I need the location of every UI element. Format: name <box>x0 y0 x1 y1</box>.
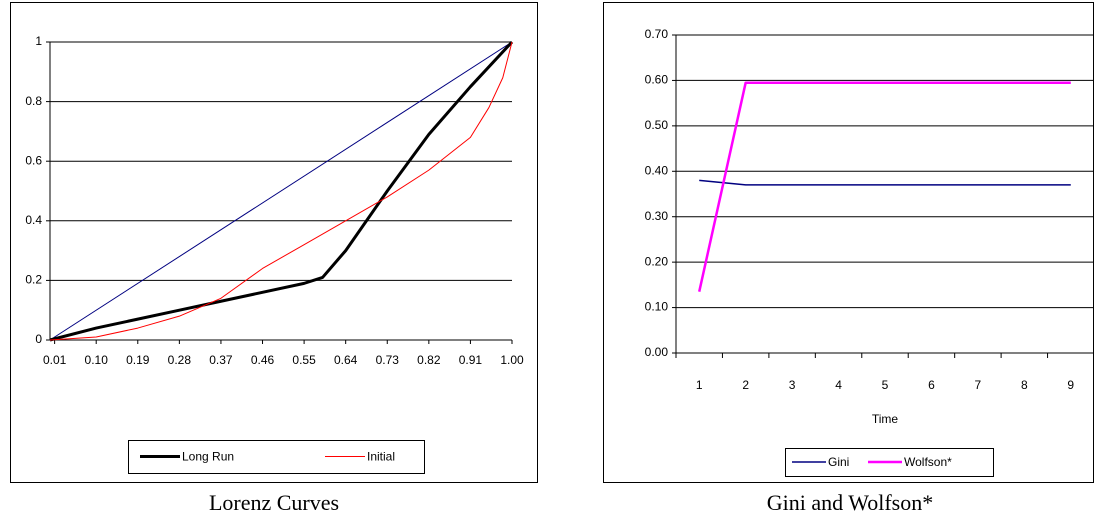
y-tick-label: 0.10 <box>645 300 669 314</box>
x-tick-label: 0.55 <box>292 353 316 367</box>
x-tick-label: 0.73 <box>376 353 400 367</box>
x-tick-label: 8 <box>1021 378 1028 392</box>
y-tick-label: 0 <box>35 332 42 346</box>
x-tick-label: 0.10 <box>85 353 109 367</box>
x-tick-label: 0.19 <box>126 353 150 367</box>
chart-caption: Gini and Wolfson* <box>767 490 933 515</box>
legend-label: Gini <box>828 455 849 469</box>
x-tick-label: 3 <box>789 378 796 392</box>
y-tick-label: 0.20 <box>645 254 669 268</box>
x-axis-label: Time <box>872 412 899 426</box>
y-tick-label: 0.6 <box>25 153 42 167</box>
series-line <box>698 81 1071 292</box>
series-line <box>49 41 513 341</box>
x-tick-label: 7 <box>975 378 982 392</box>
x-tick-label: 1 <box>696 378 703 392</box>
series-line <box>699 179 1071 186</box>
y-tick-label: 0.70 <box>645 27 669 41</box>
x-tick-label: 0.91 <box>459 353 483 367</box>
legend-label: Wolfson* <box>904 455 952 469</box>
y-tick-label: 0.8 <box>25 94 42 108</box>
y-tick-label: 1 <box>35 34 42 48</box>
chart-caption: Lorenz Curves <box>209 490 339 515</box>
x-tick-label: 0.46 <box>251 353 275 367</box>
y-tick-label: 0.2 <box>25 273 42 287</box>
y-tick-label: 0.4 <box>25 213 42 227</box>
series-line <box>49 41 513 341</box>
x-tick-label: 5 <box>882 378 889 392</box>
y-tick-label: 0.00 <box>645 345 669 359</box>
y-tick-label: 0.50 <box>645 118 669 132</box>
x-tick-label: 0.64 <box>334 353 358 367</box>
x-tick-label: 1.00 <box>500 353 524 367</box>
x-tick-label: 0.01 <box>43 353 67 367</box>
x-tick-label: 6 <box>928 378 935 392</box>
x-tick-label: 4 <box>835 378 842 392</box>
x-tick-label: 0.28 <box>168 353 192 367</box>
chart-frame <box>603 2 1094 483</box>
legend-label: Long Run <box>182 450 234 464</box>
x-tick-label: 2 <box>742 378 749 392</box>
x-tick-label: 0.82 <box>417 353 441 367</box>
legend-label: Initial <box>367 450 395 464</box>
x-tick-label: 9 <box>1067 378 1074 392</box>
y-tick-label: 0.40 <box>645 163 669 177</box>
x-tick-label: 0.37 <box>209 353 233 367</box>
chart-frame <box>10 2 538 483</box>
series-line <box>49 40 514 342</box>
y-tick-label: 0.30 <box>645 209 669 223</box>
y-tick-label: 0.60 <box>645 73 669 87</box>
